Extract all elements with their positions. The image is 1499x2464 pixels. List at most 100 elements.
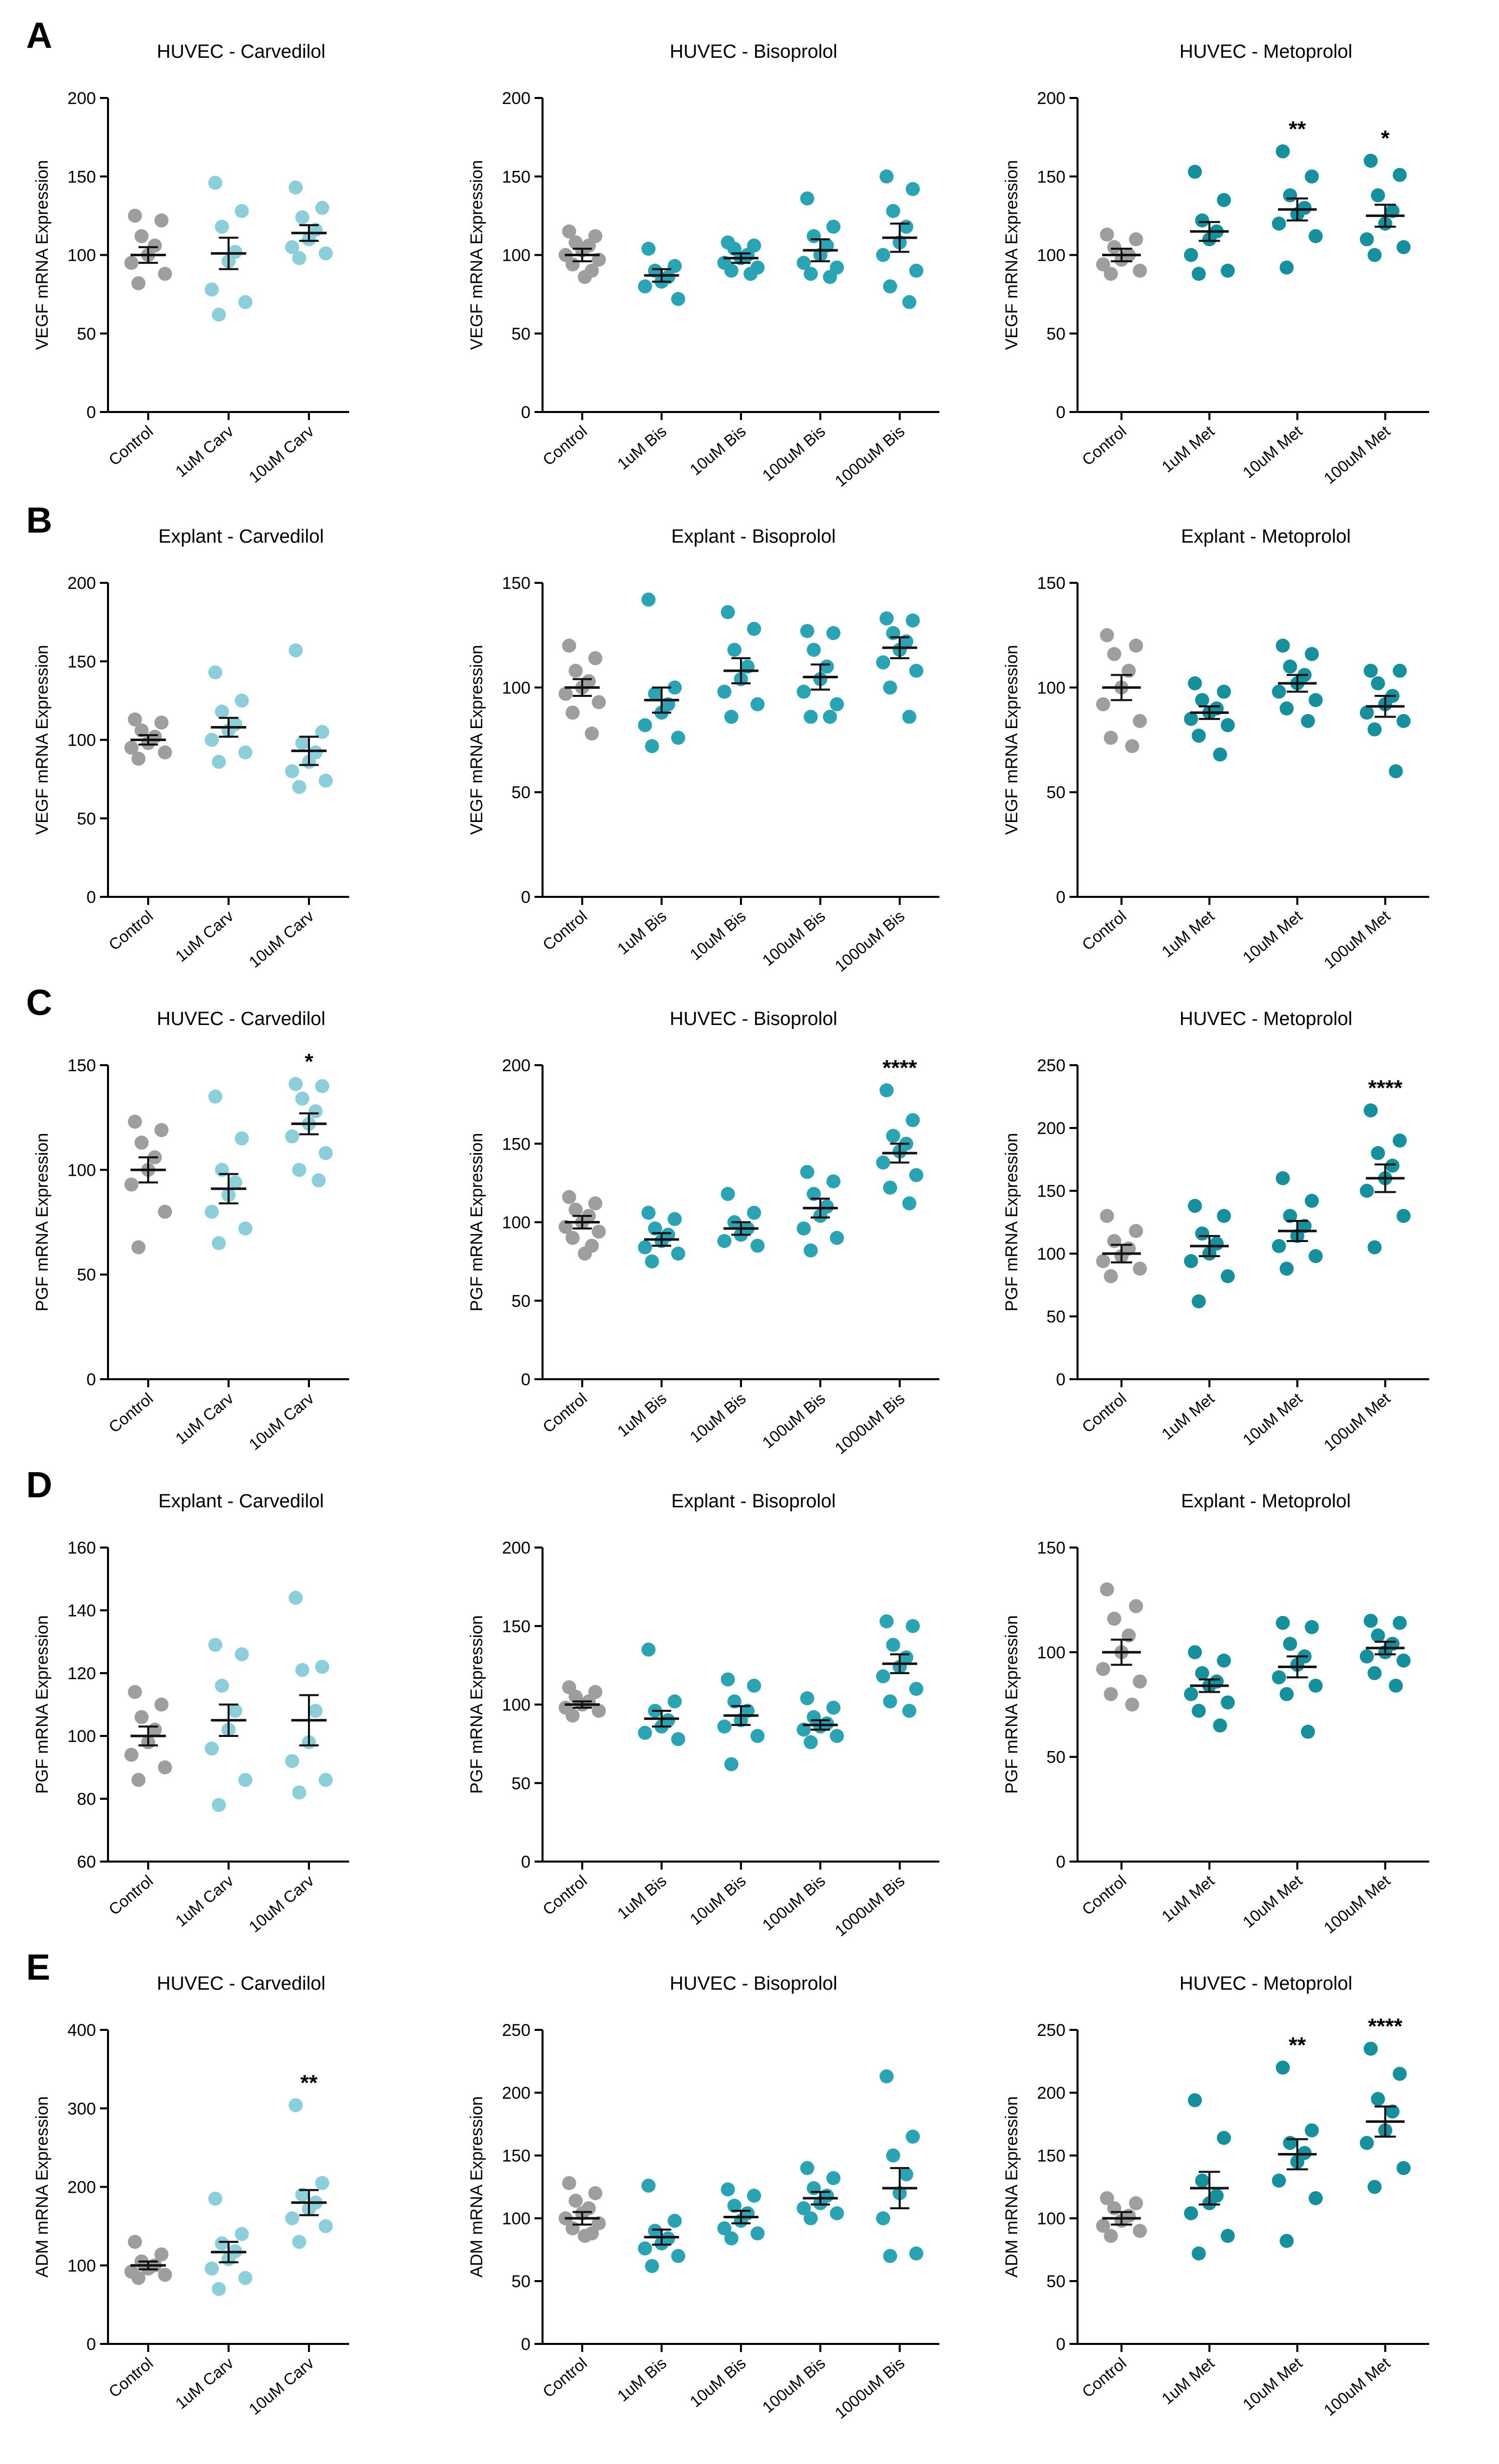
x-tick-label: 100uM Bis [759,907,829,970]
data-point [1100,1209,1114,1223]
data-point [668,1694,682,1709]
data-point [315,2176,330,2190]
data-point [124,1177,139,1192]
y-tick-label: 100 [502,678,530,697]
x-tick-label: 100uM Met [1320,1389,1394,1455]
y-tick-label: 50 [1046,1307,1065,1326]
data-point [1279,260,1294,275]
data-point [588,1196,603,1210]
x-tick-label: 1uM Bis [614,422,670,473]
y-tick-label: 200 [67,89,96,108]
y-tick-label: 250 [502,2021,530,2040]
data-point [1188,1645,1202,1660]
panel-D-3: Explant - Metoprolol 0 50 100 150 PGF mRNA Ex… [1002,1491,1429,1937]
y-tick-label: 200 [502,1538,530,1558]
chart-title: HUVEC - Bisoprolol [670,1008,837,1030]
data-point [641,1205,656,1220]
data-point [641,2179,656,2193]
data-point [720,605,735,620]
data-point [565,2221,580,2235]
data-point [292,780,306,794]
y-axis-label: PGF mRNA Expression [467,1615,486,1794]
data-point [886,1128,900,1143]
data-point [823,270,837,284]
data-point [1371,676,1385,690]
y-tick-label: 50 [511,1774,530,1793]
y-tick-label: 150 [1037,574,1065,593]
y-tick-label: 0 [521,1370,530,1389]
data-point [876,1155,890,1170]
data-point [315,725,330,739]
data-point [803,1735,818,1750]
data-point [1184,1687,1198,1701]
data-point [1104,731,1118,745]
data-point [1279,2234,1294,2248]
y-tick-label: 0 [521,888,530,907]
data-point [568,2194,583,2208]
x-tick-label: 10uM Bis [686,907,749,964]
y-tick-label: 200 [502,1056,530,1075]
x-tick-label: Control [105,1872,156,1919]
data-point [668,1212,682,1226]
significance-label: ** [1289,117,1306,141]
y-tick-label: 50 [77,809,96,829]
data-point [879,169,894,184]
data-point [308,1704,323,1718]
significance-label: **** [883,1056,917,1080]
x-tick-label: 1000uM Bis [831,1872,908,1940]
data-point [235,1647,249,1662]
data-point [902,709,917,724]
panel-B-1: Explant - Carvedilol 0 50 100 150 200 VEGF mRN… [33,526,349,971]
data-point [806,229,821,243]
data-point [800,624,814,638]
data-point [1367,2180,1382,2194]
data-point [1393,168,1407,182]
y-tick-label: 0 [86,888,96,907]
data-point [134,723,149,738]
data-point [1271,684,1286,699]
data-point [1129,639,1143,653]
data-point [751,697,765,711]
data-point [318,773,333,788]
data-point [803,1243,818,1258]
data-point [215,1679,229,1693]
data-point [285,240,299,254]
x-tick-label: 100uM Bis [759,422,829,485]
data-point [131,752,146,766]
panel-D-2: Explant - Bisoprolol 0 50 100 150 200 PGF mRNA… [467,1491,939,1940]
data-point [1359,1649,1374,1664]
data-point [1283,2136,1298,2150]
x-tick-label: Control [539,422,590,469]
data-point [668,680,682,695]
y-axis-label: PGF mRNA Expression [467,1133,486,1311]
data-point [134,1136,149,1150]
x-tick-label: Control [1079,907,1130,954]
y-tick-label: 160 [67,1538,96,1558]
data-point [568,1202,583,1217]
data-point [1192,2246,1206,2261]
y-tick-label: 250 [1037,1056,1065,1075]
data-point [751,2226,765,2240]
y-tick-label: 0 [1056,888,1065,907]
data-point [204,2262,219,2276]
data-point [1195,213,1210,228]
data-point [131,1773,146,1787]
y-tick-label: 100 [1037,2209,1065,2228]
x-tick-label: 10uM Carv [245,422,317,486]
data-point [886,1637,900,1652]
data-point [1184,1254,1198,1268]
data-point [1213,1718,1227,1733]
data-point [558,686,573,701]
data-point [1397,240,1411,254]
y-tick-label: 50 [1046,325,1065,344]
data-point [899,2167,914,2182]
data-point [806,1187,821,1201]
y-tick-label: 0 [1056,2335,1065,2354]
y-tick-label: 50 [511,783,530,802]
data-point [671,1247,686,1261]
data-point [568,664,583,678]
data-point [1096,1662,1110,1676]
data-point [1359,1184,1374,1198]
data-point [671,292,686,306]
data-point [1279,1262,1294,1276]
